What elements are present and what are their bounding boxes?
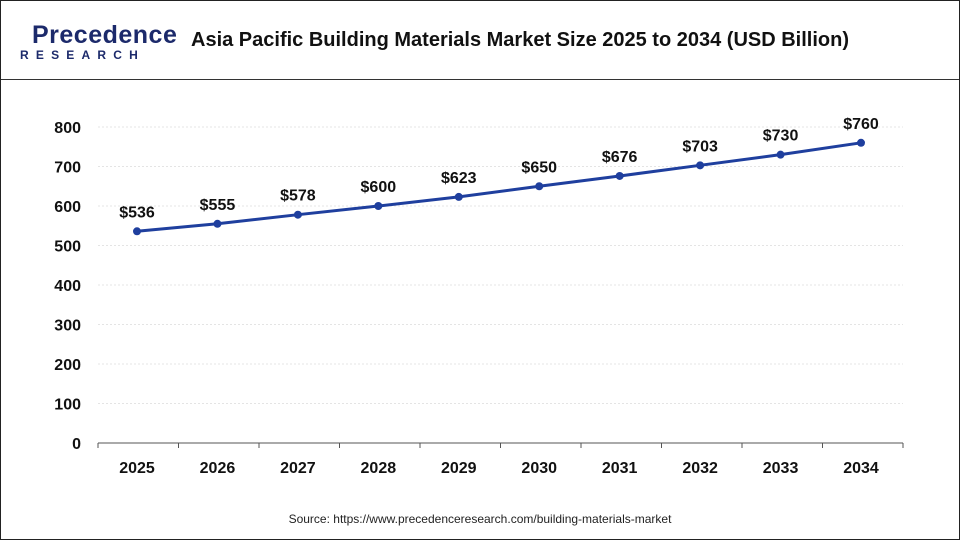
y-tick-label: 600 [54,199,81,216]
y-tick-label: 0 [72,436,81,453]
x-tick-label: 2031 [602,460,638,477]
x-tick-label: 2027 [280,460,316,477]
precedence-research-logo: Precedence RESEARCH [18,21,177,65]
header: Precedence RESEARCH Asia Pacific Buildin… [1,1,959,80]
data-label: $703 [682,138,718,155]
x-tick-label: 2029 [441,460,477,477]
series-line [136,141,862,233]
logo-text: Precedence [32,21,178,49]
y-tick-label: 800 [54,120,81,137]
y-tick-label: 700 [54,160,81,177]
x-tick-label: 2028 [361,460,397,477]
y-tick-label: 300 [54,318,81,335]
data-label: $578 [280,188,316,205]
x-tick-label: 2032 [682,460,718,477]
x-tick-label: 2030 [521,460,557,477]
data-point [374,202,383,210]
source-text: Source: https://www.precedenceresearch.c… [288,512,672,526]
data-label: $650 [521,159,557,176]
data-point [696,161,705,170]
y-tick-label: 500 [54,239,81,256]
data-point [213,219,222,228]
data-label: $600 [361,179,397,196]
x-tick-label: 2025 [119,460,155,477]
data-point [535,182,544,191]
data-point [615,171,624,180]
data-point [857,138,865,147]
data-label: $536 [119,204,155,221]
logo-subtext: RESEARCH [20,48,145,62]
data-label: $760 [843,116,879,133]
x-tick-label: 2034 [843,460,879,477]
data-label: $555 [200,197,236,214]
data-point [133,227,141,236]
data-label: $730 [763,128,799,145]
y-tick-label: 400 [54,278,81,295]
data-label: $623 [441,170,477,187]
y-tick-label: 100 [54,397,81,414]
data-point [293,210,302,219]
chart-title: Asia Pacific Building Materials Market S… [191,29,849,51]
data-point [776,150,785,159]
x-tick-label: 2033 [763,460,799,477]
data-point [454,192,463,201]
data-label: $676 [602,149,638,166]
x-tick-label: 2026 [200,460,236,477]
y-tick-label: 200 [54,357,81,374]
